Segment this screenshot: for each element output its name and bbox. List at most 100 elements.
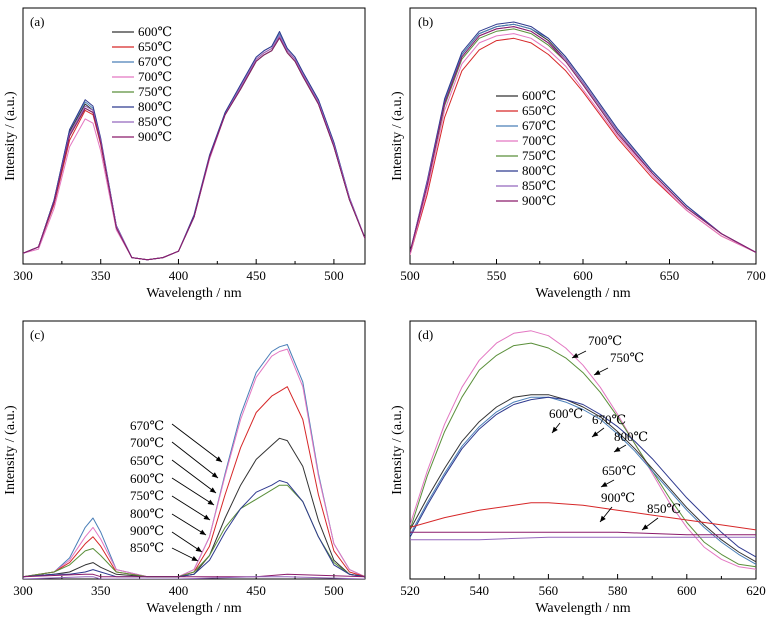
- panel2-annotation-arrowhead-670: [215, 456, 222, 462]
- panel3-series-line-850: [410, 536, 756, 541]
- panel1-legend-entry-650: 650℃: [522, 103, 556, 118]
- panel2-annotation-arrowhead-900: [195, 546, 202, 552]
- panel0-series-line-650: [23, 35, 365, 261]
- panel0-series-line-900: [23, 37, 365, 261]
- panel0-x-tick-label: 500: [324, 268, 344, 283]
- panel1-legend-entry-850: 850℃: [522, 178, 556, 193]
- panel0-series-line-700: [23, 35, 365, 261]
- panel1-panel-label: (b): [418, 14, 433, 29]
- panel1-x-tick-label: 500: [400, 268, 420, 283]
- panel0-legend-entry-850: 850℃: [138, 114, 172, 129]
- panel3-annotation-arrowhead-600: [552, 426, 558, 433]
- panel1-series-line-800: [410, 21, 756, 253]
- panel2-annotation-750: 750℃: [130, 488, 164, 503]
- panel3-x-tick-label: 580: [608, 583, 628, 598]
- panel0-legend-entry-800: 800℃: [138, 99, 172, 114]
- panel3-x-tick-label: 600: [677, 583, 697, 598]
- panel2-annotation-800: 800℃: [130, 506, 164, 521]
- chart-panel-1: 500 550 600 650 700 Wavelength / nm Intensity …: [390, 7, 766, 301]
- panel0-series-line-800: [23, 31, 365, 261]
- panel1-legend-entry-670: 670℃: [522, 118, 556, 133]
- panel2-annotation-900: 900℃: [130, 523, 164, 538]
- panel2-series-line-750: [23, 484, 365, 578]
- panel3-annotation-arrowhead-750: [594, 369, 601, 375]
- panel3-x-tick-label: 620: [746, 583, 766, 598]
- panel2-annotation-arrowhead-700: [211, 472, 218, 478]
- panel1-legend-entry-750: 750℃: [522, 148, 556, 163]
- panel0-plot-frame: [22, 7, 366, 265]
- panel3-annotation-arrowhead-800: [614, 446, 621, 452]
- panel2-y-axis-label: Intensity / (a.u.): [3, 405, 18, 495]
- panel0-legend-entry-900: 900℃: [138, 129, 172, 144]
- chart-panel-0: 300 350 400 450 500 Wavelength / nm Intensity …: [3, 7, 366, 301]
- panel0-x-tick-label: 450: [246, 268, 266, 283]
- panel0-y-axis-label: Intensity / (a.u.): [3, 91, 18, 181]
- panel2-annotation-600: 600℃: [130, 471, 164, 486]
- panel3-x-axis-label: Wavelength / nm: [535, 601, 630, 616]
- panel2-annotation-arrowhead-850: [191, 555, 198, 561]
- panel2-panel-label: (c): [30, 327, 44, 342]
- panel1-legend-entry-800: 800℃: [522, 163, 556, 178]
- panel3-annotation-700: 700℃: [588, 333, 622, 348]
- panel0-series-line-750: [23, 37, 365, 261]
- panel1-legend-entry-600: 600℃: [522, 88, 556, 103]
- panel0-x-tick-label: 300: [13, 268, 33, 283]
- panel1-legend-entry-900: 900℃: [522, 193, 556, 208]
- panel2-series-line-600: [23, 437, 365, 578]
- panel0-x-tick-label: 350: [91, 268, 111, 283]
- panel3-series-line-700: [410, 330, 756, 570]
- panel2-annotation-850: 850℃: [130, 540, 164, 555]
- panel2-series-line-850: [23, 576, 365, 579]
- panel1-x-axis-label: Wavelength / nm: [535, 286, 630, 301]
- panel3-x-tick-label: 560: [539, 583, 559, 598]
- panel1-series-line-700: [410, 33, 756, 255]
- panel2-annotation-arrowhead-750: [203, 514, 210, 520]
- panel3-x-tick-label: 520: [400, 583, 420, 598]
- panel0-legend-entry-670: 670℃: [138, 54, 172, 69]
- panel2-series-line-900: [23, 573, 365, 578]
- panel3-annotation-750: 750℃: [610, 350, 644, 365]
- panel0-series-line-670: [23, 33, 365, 261]
- panel3-annotation-arrowhead-650: [601, 481, 608, 487]
- panel3-series-line-600: [410, 394, 756, 563]
- panel2-annotation-arrow-670: [171, 423, 223, 463]
- panel0-panel-label: (a): [30, 14, 44, 29]
- panel2-annotation-650: 650℃: [130, 453, 164, 468]
- panel2-series-line-650: [23, 386, 365, 578]
- panel1-x-tick-label: 550: [487, 268, 507, 283]
- panel2-x-tick-label: 300: [13, 583, 33, 598]
- panel3-annotation-arrowhead-670: [592, 431, 599, 437]
- panel2-annotation-arrowhead-650: [209, 487, 216, 493]
- panel0-legend-entry-750: 750℃: [138, 84, 172, 99]
- panel1-series-line-750: [410, 28, 756, 253]
- panel3-series-line-900: [410, 531, 756, 536]
- panel3-panel-label: (d): [418, 327, 433, 342]
- panel3-annotation-900: 900℃: [601, 490, 635, 505]
- panel2-annotation-arrowhead-600: [207, 499, 214, 505]
- panel3-annotation-670: 670℃: [592, 412, 626, 427]
- panel3-series-line-650: [410, 502, 756, 531]
- panel2-annotation-arrow-900: [171, 531, 203, 553]
- panel1-series-line-900: [410, 26, 756, 253]
- panel3-annotation-arrowhead-700: [572, 352, 579, 358]
- panel1-y-axis-label: Intensity / (a.u.): [390, 91, 405, 181]
- panel2-annotation-arrow-750: [171, 495, 211, 521]
- panel3-series-line-800: [410, 396, 756, 558]
- panel2-annotation-arrow-700: [171, 441, 219, 479]
- panel3-annotation-arrowhead-850: [642, 524, 649, 530]
- panel2-x-axis-label: Wavelength / nm: [146, 601, 241, 616]
- panel2-series-line-670: [23, 344, 365, 578]
- chart-panel-3: 520 540 560 580 600 620 Wavelength / nm Intensi…: [390, 320, 766, 616]
- panel0-x-tick-label: 400: [169, 268, 189, 283]
- panel1-x-tick-label: 600: [573, 268, 593, 283]
- chart-panel-2: 300 350 400 450 500 Wavelength / nm Intensity …: [3, 320, 366, 616]
- panel2-x-tick-label: 450: [246, 583, 266, 598]
- panel1-x-tick-label: 700: [746, 268, 766, 283]
- panel3-annotation-800: 800℃: [614, 429, 648, 444]
- panel1-legend-entry-700: 700℃: [522, 133, 556, 148]
- panel3-annotation-850: 850℃: [647, 501, 681, 516]
- panel0-legend-entry-600: 600℃: [138, 24, 172, 39]
- panel0-legend-entry-650: 650℃: [138, 39, 172, 54]
- panel1-x-tick-label: 650: [660, 268, 680, 283]
